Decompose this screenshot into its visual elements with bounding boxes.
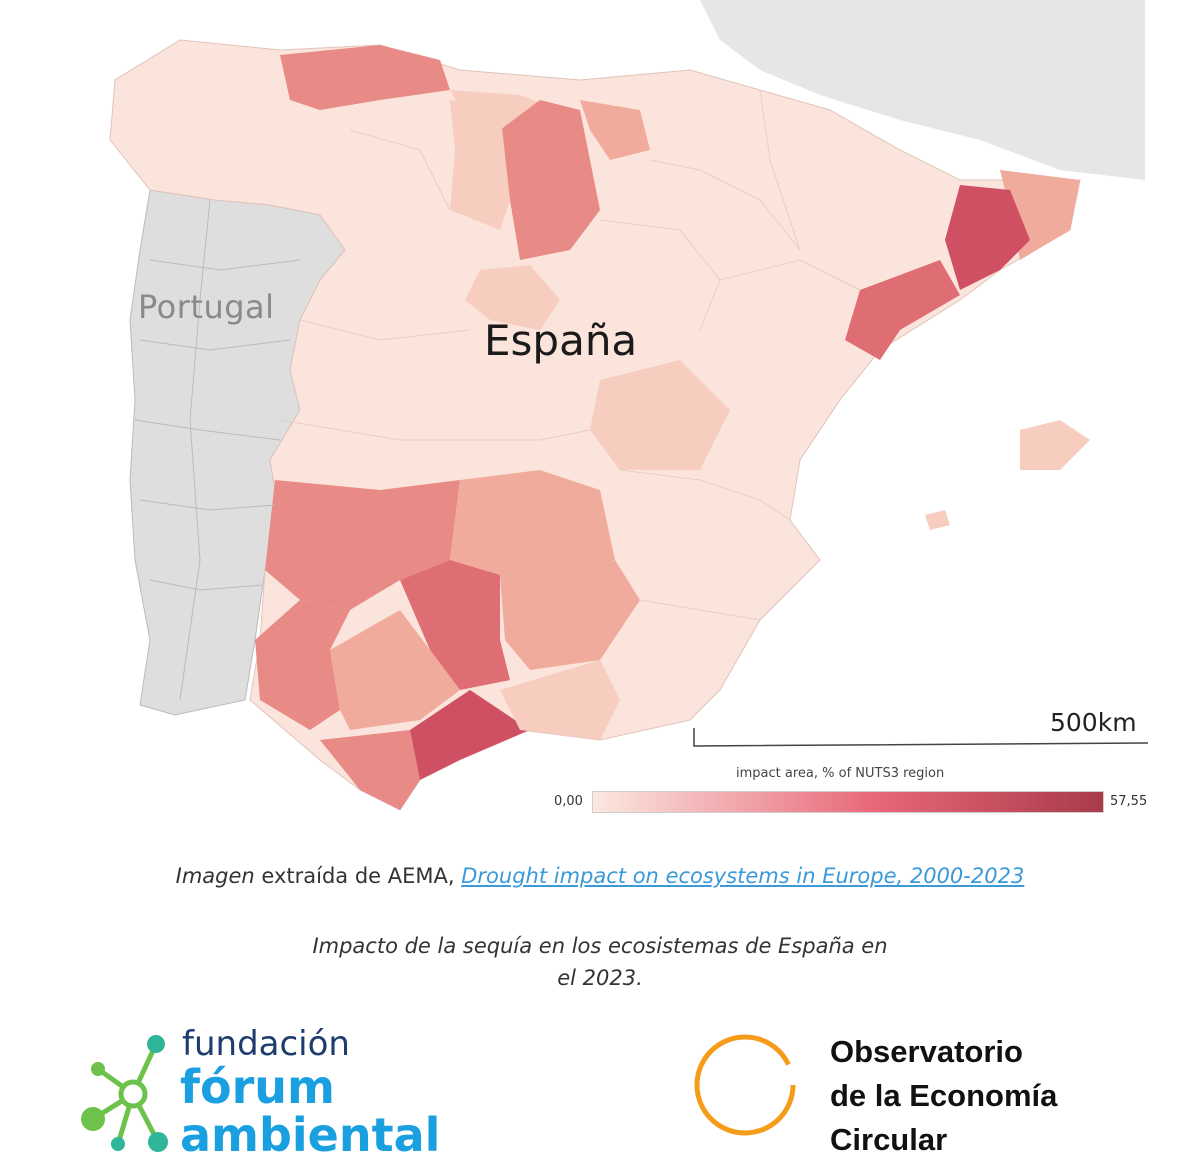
forum-word: fórum: [180, 1060, 335, 1114]
region-asturias: [280, 45, 450, 110]
region-baleares: [1020, 420, 1090, 470]
region-ciudad-real: [450, 470, 615, 580]
region-burgos: [500, 100, 600, 260]
region-cadiz: [320, 730, 420, 810]
caption-line-1: Impacto de la sequía en los ecosistemas …: [312, 934, 888, 958]
region-cuenca: [590, 360, 730, 470]
legend-min-value: 0,00: [554, 794, 583, 809]
caption-line-2: el 2023.: [557, 966, 643, 990]
observatorio-line-1: Observatorio: [830, 1034, 1023, 1069]
portugal-borders: [134, 199, 301, 701]
region-pais-vasco: [580, 100, 650, 160]
region-huelva: [255, 600, 350, 730]
region-granada: [500, 660, 620, 740]
legend-title: impact area, % of NUTS3 region: [736, 766, 945, 781]
portugal-label: Portugal: [138, 288, 275, 326]
fundacion-logo-mark: [81, 1035, 168, 1152]
caption-source-text: extraída de AEMA,: [254, 864, 462, 888]
legend-gradient-bar: [592, 791, 1104, 813]
region-tarragona: [845, 260, 960, 360]
observatorio-circle-icon: [694, 1034, 796, 1136]
caption-description: Impacto de la sequía en los ecosistemas …: [0, 930, 1200, 994]
ambiental-word: ambiental: [180, 1108, 441, 1162]
region-cordoba: [400, 560, 510, 690]
region-sevilla: [330, 610, 460, 730]
caption-source: Imagen extraída de AEMA, Drought impact …: [0, 864, 1200, 888]
caption-italic-word: Imagen: [175, 864, 255, 888]
region-badajoz: [265, 480, 460, 610]
observatorio-line-2: de la Economía: [830, 1078, 1058, 1113]
region-malaga: [410, 690, 530, 780]
observatorio-name: Observatorio de la Economía Circular: [830, 1030, 1057, 1162]
drought-map: [109, 0, 1149, 811]
fundacion-word: fundación: [182, 1024, 350, 1064]
region-borders: [279, 89, 861, 621]
region-palencia: [450, 100, 510, 230]
region-barcelona: [945, 185, 1030, 290]
region-ibiza: [925, 510, 950, 530]
observatorio-line-3: Circular: [830, 1122, 948, 1157]
france-land: [700, 0, 1145, 180]
scale-bar: [693, 728, 1149, 747]
region-segovia: [465, 265, 560, 330]
legend-max-value: 57,55: [1110, 794, 1148, 809]
region-jaen: [500, 560, 640, 670]
spain-label: España: [484, 316, 638, 365]
scale-bar-label: 500km: [1050, 708, 1137, 737]
source-link[interactable]: Drought impact on ecosystems in Europe, …: [461, 864, 1025, 888]
